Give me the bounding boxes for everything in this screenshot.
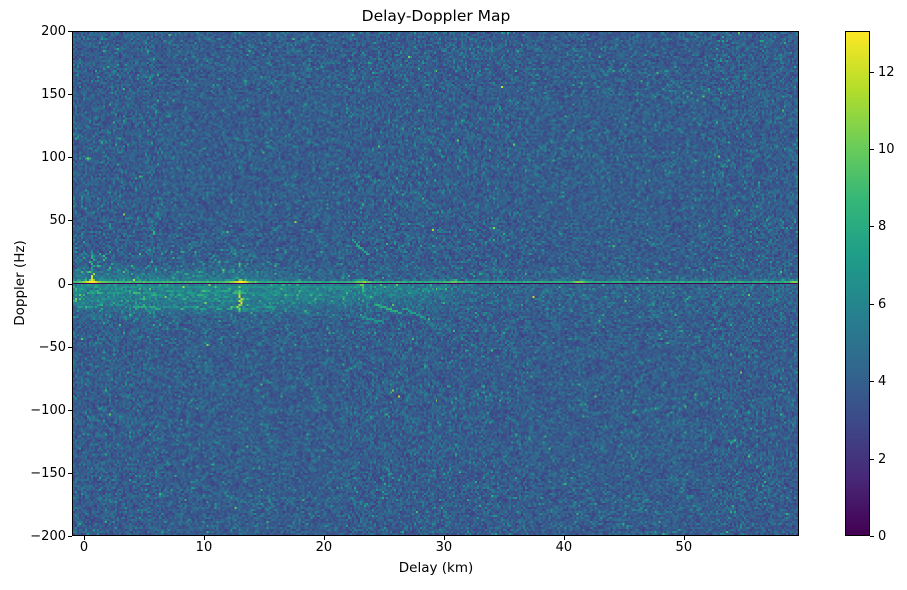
colorbar-tick-label: 0 [878,529,887,544]
y-tick-mark [68,283,72,285]
x-tick-label: 20 [315,540,333,555]
y-tick-mark [68,31,72,32]
colorbar-tick-mark [870,303,874,305]
colorbar-tick-label: 4 [878,374,887,390]
y-tick-mark [68,409,72,411]
y-tick-label: −200 [30,529,66,544]
y-tick-label: −50 [38,339,66,355]
y-tick-mark [68,157,72,159]
colorbar-tick-mark [870,71,874,73]
colorbar-canvas [845,31,870,536]
y-tick-label: 0 [57,276,66,292]
chart-title: Delay-Doppler Map [361,7,511,25]
y-tick-mark [68,220,72,222]
x-tick-mark [203,536,205,540]
x-tick-label: 40 [555,540,573,555]
y-tick-label: 150 [41,87,66,103]
y-tick-label: 100 [41,150,66,166]
y-tick-mark [68,346,72,348]
x-tick-label: 10 [195,540,213,555]
y-tick-label: 200 [41,24,66,39]
colorbar-tick-mark [870,536,874,537]
y-tick-label: −100 [30,402,66,418]
x-tick-label: 0 [79,540,89,555]
x-tick-mark [323,536,325,540]
y-tick-mark [68,536,72,537]
colorbar-tick-label: 8 [878,219,887,235]
x-tick-mark [443,536,445,540]
colorbar-tick-mark [870,149,874,151]
x-tick-label: 30 [435,540,453,555]
colorbar-tick-label: 6 [878,296,887,312]
heatmap-canvas [72,31,799,536]
y-tick-label: 50 [49,213,66,229]
y-tick-mark [68,94,72,96]
y-tick-label: −150 [30,465,66,481]
x-tick-label: 50 [675,540,693,555]
x-tick-mark [563,536,565,540]
x-tick-mark [683,536,685,540]
y-tick-mark [68,472,72,474]
colorbar-tick-label: 2 [878,451,887,467]
colorbar-tick-label: 10 [878,142,895,158]
colorbar-tick-mark [870,381,874,383]
colorbar-tick-label: 12 [878,64,895,80]
colorbar-tick-mark [870,226,874,228]
x-tick-mark [83,536,85,540]
x-axis-label: Delay (km) [398,560,474,576]
colorbar-tick-mark [870,458,874,460]
